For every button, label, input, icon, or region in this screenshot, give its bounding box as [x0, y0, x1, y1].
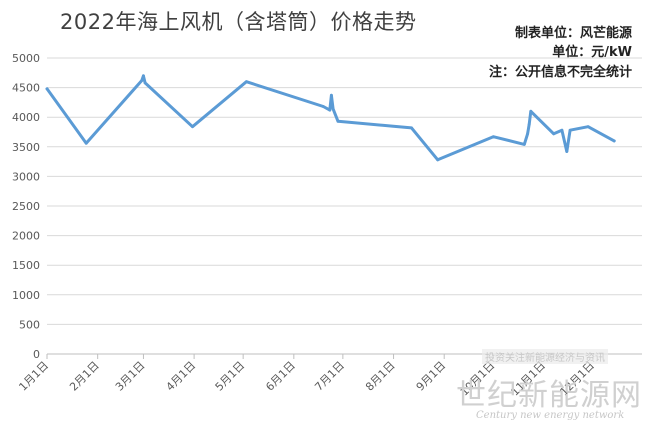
- chart-title: 2022年海上风机（含塔筒）价格走势: [60, 10, 417, 34]
- y-tick-labels: 0 500 1000 1500 2000 2500 3000 3500 4000 4500 5000: [12, 52, 40, 361]
- data-point: [436, 158, 440, 162]
- data-point: [565, 150, 569, 153]
- watermark-logo: 世纪新能源网: [456, 378, 642, 413]
- data-point: [552, 132, 556, 136]
- watermark-sub-text: Century new energy network: [476, 410, 625, 421]
- data-point: [191, 125, 194, 129]
- y-tick-label: 1500: [12, 259, 40, 272]
- data-point: [612, 139, 616, 143]
- x-tick-label: 4月1日: [164, 359, 199, 394]
- series-layer: [45, 74, 616, 162]
- data-point: [560, 128, 564, 132]
- data-point: [142, 74, 145, 78]
- unit-note: 单位：元/kW: [552, 45, 632, 60]
- data-point: [328, 108, 332, 112]
- y-tick-label: 4500: [12, 82, 40, 95]
- data-point: [45, 87, 49, 91]
- x-tick-label: 2月1日: [67, 359, 102, 394]
- data-point: [245, 80, 248, 84]
- x-tick-label: 3月1日: [113, 359, 148, 394]
- data-point: [522, 143, 526, 146]
- x-tick-label: 8月1日: [363, 359, 398, 394]
- data-point: [491, 135, 495, 139]
- data-point: [410, 126, 413, 130]
- y-tick-label: 500: [19, 318, 40, 331]
- source-note: 制表单位：风芒能源: [514, 26, 632, 41]
- y-tick-label: 3500: [12, 141, 40, 154]
- y-tick-label: 4000: [12, 111, 40, 124]
- data-point: [586, 125, 590, 129]
- data-point: [140, 79, 144, 82]
- x-tick-label: 9月1日: [414, 359, 449, 394]
- data-point: [321, 105, 325, 108]
- y-tick-label: 2500: [12, 200, 40, 213]
- data-point: [331, 107, 335, 111]
- y-tick-label: 1000: [12, 289, 40, 302]
- y-tick-label: 0: [33, 348, 40, 361]
- gridlines: [46, 57, 642, 359]
- disclaimer-note: 注：公开信息不完全统计: [488, 65, 632, 80]
- data-point: [527, 122, 531, 126]
- y-tick-label: 3000: [12, 170, 40, 183]
- x-tick-label: 7月1日: [312, 359, 347, 394]
- data-point: [526, 132, 529, 136]
- x-tick-label: 5月1日: [213, 359, 248, 394]
- x-tick-label: 6月1日: [263, 359, 298, 394]
- y-tick-label: 5000: [12, 52, 40, 65]
- data-point: [336, 119, 340, 123]
- data-point: [143, 81, 147, 85]
- y-tick-label: 2000: [12, 230, 40, 243]
- data-point: [529, 109, 533, 113]
- watermark-small-text: 投资关注新能源经济与资讯: [482, 349, 608, 364]
- data-point: [330, 93, 333, 97]
- x-tick-label: 1月1日: [16, 359, 51, 394]
- data-point: [568, 128, 572, 132]
- data-point: [84, 141, 88, 145]
